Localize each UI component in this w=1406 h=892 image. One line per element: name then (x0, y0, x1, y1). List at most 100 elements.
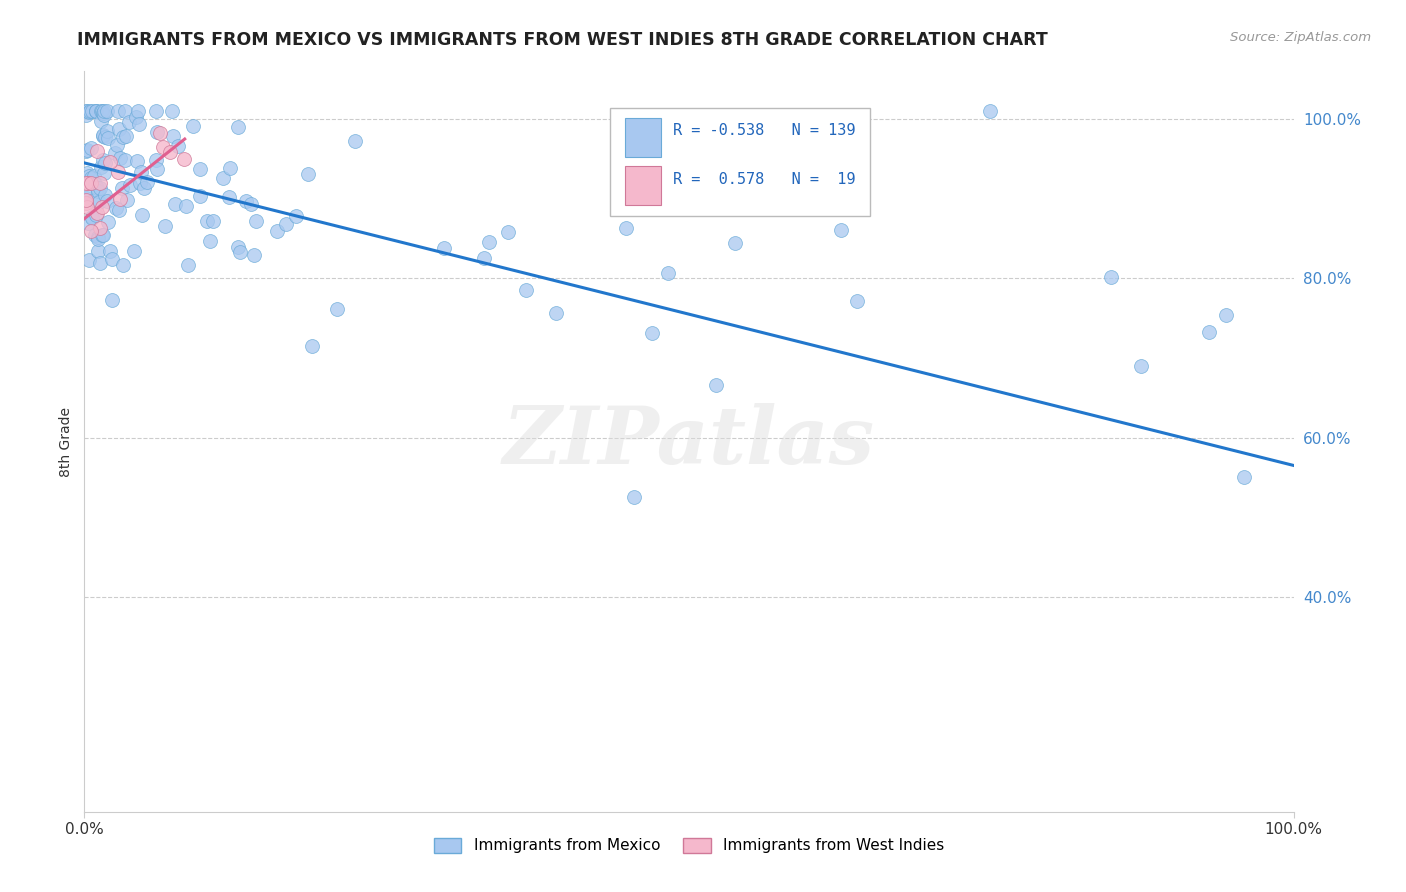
Point (145, 153, 167, 167)
Point (174, 199, 197, 213)
Point (90, 200, 112, 214)
Point (96, 194, 118, 208)
Point (91, 129, 114, 144)
Point (188, 189, 211, 203)
Point (129, 176, 152, 190)
Point (80, 104, 103, 119)
Point (84, 104, 107, 119)
Point (274, 217, 297, 231)
Point (181, 119, 204, 133)
Point (83, 193, 105, 207)
Point (75, 193, 97, 207)
Point (93, 104, 115, 119)
Point (98, 244, 121, 258)
Point (89, 256, 111, 270)
Point (83, 169, 105, 184)
Point (94, 130, 117, 145)
Point (177, 259, 200, 273)
Point (245, 213, 267, 227)
Point (96, 124, 118, 138)
FancyBboxPatch shape (610, 108, 870, 216)
Point (76, 176, 98, 190)
Point (235, 194, 257, 208)
Point (104, 201, 127, 215)
Point (76, 143, 98, 157)
Point (131, 207, 153, 221)
Point (80, 223, 103, 237)
Point (90, 114, 112, 128)
Text: Source: ZipAtlas.com: Source: ZipAtlas.com (1230, 31, 1371, 45)
Point (226, 120, 249, 135)
Point (200, 234, 222, 248)
Point (845, 293, 868, 308)
Point (218, 190, 240, 204)
Point (100, 293, 122, 308)
Point (108, 202, 131, 217)
Point (83, 228, 105, 243)
Point (496, 225, 519, 239)
Point (239, 196, 262, 211)
Legend: Immigrants from Mexico, Immigrants from West Indies: Immigrants from Mexico, Immigrants from … (427, 831, 950, 860)
Point (87, 229, 110, 244)
Point (97, 214, 120, 228)
Point (75, 190, 97, 204)
Point (704, 377, 727, 392)
Point (93, 166, 115, 180)
Point (243, 248, 266, 262)
Point (76, 166, 98, 180)
Point (195, 214, 218, 228)
Point (80, 141, 103, 155)
Point (160, 104, 183, 119)
Point (301, 339, 323, 353)
Point (623, 490, 645, 504)
Point (75, 144, 97, 158)
Point (188, 161, 211, 176)
Point (127, 154, 149, 169)
Point (146, 161, 169, 176)
Point (120, 178, 142, 192)
Point (1233, 470, 1256, 484)
Point (132, 180, 155, 194)
Point (82, 210, 104, 224)
Point (167, 138, 190, 153)
Point (82, 211, 104, 226)
Point (101, 252, 124, 266)
Point (266, 224, 288, 238)
Point (77, 253, 100, 268)
Point (657, 266, 679, 280)
Text: IMMIGRANTS FROM MEXICO VS IMMIGRANTS FROM WEST INDIES 8TH GRADE CORRELATION CHAR: IMMIGRANTS FROM MEXICO VS IMMIGRANTS FRO… (77, 31, 1047, 49)
Point (544, 306, 567, 320)
Point (91, 106, 114, 120)
Point (84, 104, 107, 119)
Point (87, 244, 110, 258)
Point (86, 181, 108, 195)
Point (111, 181, 134, 195)
Point (89, 181, 111, 195)
Point (344, 134, 367, 148)
Point (77, 105, 100, 120)
Point (93, 227, 115, 242)
Point (326, 302, 349, 317)
Point (131, 165, 153, 179)
Point (112, 130, 135, 145)
Point (433, 241, 456, 255)
Point (114, 104, 136, 119)
Point (641, 326, 664, 340)
Point (90, 104, 112, 119)
Point (122, 244, 145, 258)
Text: R =  0.578   N =  19: R = 0.578 N = 19 (673, 172, 856, 186)
Point (515, 283, 537, 297)
Bar (624, 167, 661, 205)
Point (1215, 308, 1237, 322)
Point (108, 192, 131, 206)
Point (159, 145, 181, 159)
Point (830, 223, 852, 237)
Point (94, 155, 117, 169)
Point (107, 104, 129, 119)
Point (284, 210, 307, 224)
Point (219, 161, 242, 176)
Point (76, 200, 98, 214)
Point (211, 170, 233, 185)
Point (76, 104, 98, 119)
Point (478, 235, 501, 250)
